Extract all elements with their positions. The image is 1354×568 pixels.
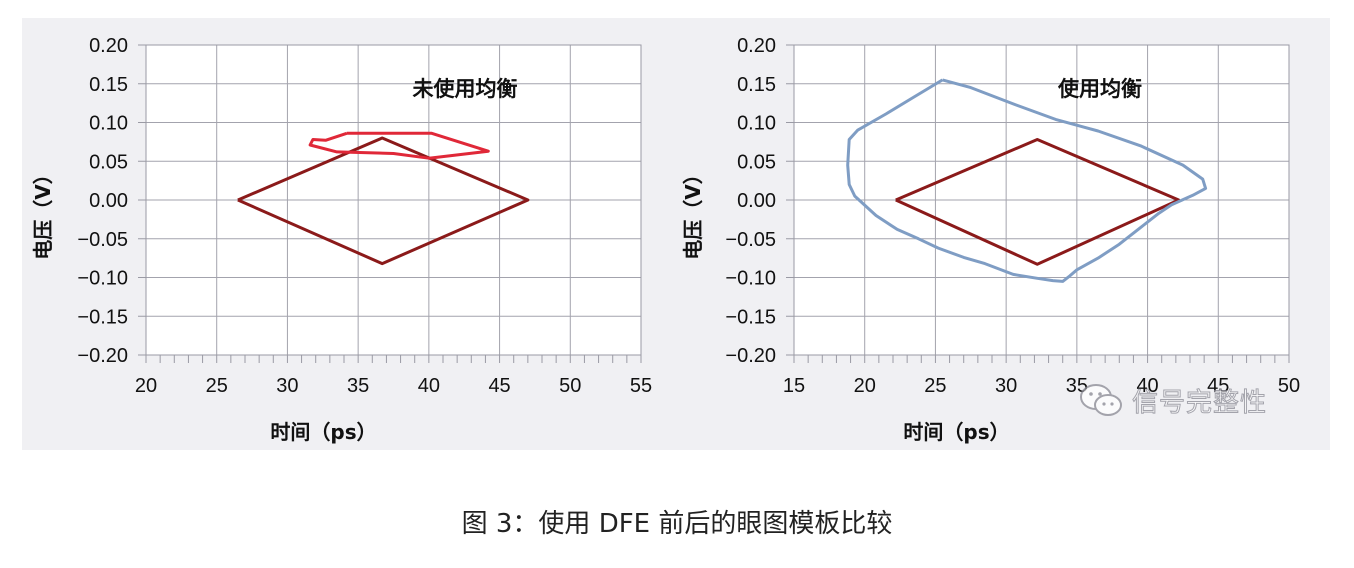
x-tick-label: 25: [206, 375, 228, 397]
eye-mask-series: [237, 136, 530, 266]
y-tick-label: −0.10: [77, 268, 128, 290]
watermark: 信号完整性: [1078, 378, 1308, 422]
y-tick-label: 0.20: [89, 35, 128, 57]
x-tick-label: 55: [630, 375, 652, 397]
wechat-icon: [1080, 384, 1122, 416]
y-tick-label: 0.05: [89, 151, 128, 173]
y-tick-label: −0.15: [77, 306, 128, 328]
y-tick-label: −0.20: [725, 345, 776, 367]
x-tick-label: 35: [347, 375, 369, 397]
x-tick-label: 45: [1207, 375, 1229, 397]
y-tick-label: 0.15: [89, 74, 128, 96]
x-tick-label: 50: [1278, 375, 1300, 397]
y-tick-label: 0.05: [737, 151, 776, 173]
y-tick-label: 0.00: [737, 190, 776, 212]
y-tick-label: 0.10: [737, 113, 776, 135]
x-tick-label: 45: [488, 375, 510, 397]
plot-frame: [145, 44, 642, 356]
figure-caption: 图 3：使用 DFE 前后的眼图模板比较: [461, 509, 893, 539]
chart-title: 使用均衡: [1057, 77, 1142, 101]
x-tick-label: 20: [135, 375, 157, 397]
eye-contour-series: [308, 131, 490, 160]
plot-frame: [793, 44, 1290, 356]
y-tick-label: −0.05: [77, 229, 128, 251]
x-tick-label: 30: [995, 375, 1017, 397]
y-tick-label: −0.20: [77, 345, 128, 367]
y-tick-label: 0.10: [89, 113, 128, 135]
y-tick-label: 0.00: [89, 190, 128, 212]
y-axis-title: 电压（V）: [31, 164, 55, 259]
y-tick-label: −0.10: [725, 268, 776, 290]
chart-title: 未使用均衡: [413, 77, 518, 101]
chart-no-equalization: 20 25 30 35 40 45 50 55 0.20 0.15 0.10 0.05 0.00 −0.0…: [31, 35, 652, 444]
y-tick-label: −0.05: [725, 229, 776, 251]
x-tick-label: 40: [418, 375, 440, 397]
x-tick-label: 15: [783, 375, 805, 397]
x-axis-title: 时间（ps）: [903, 420, 1009, 444]
chart-with-equalization: 15 20 25 30 35 40 45 500.200.150.100.050.00−0.0…: [681, 35, 1300, 444]
x-tick-label: 25: [924, 375, 946, 397]
x-tick-label: 40: [1136, 375, 1158, 397]
y-axis-title: 电压（V）: [681, 164, 705, 259]
x-tick-label: 20: [854, 375, 876, 397]
y-tick-label: 0.20: [737, 35, 776, 57]
x-tick-label: 50: [559, 375, 581, 397]
y-tick-label: −0.15: [725, 306, 776, 328]
eye-contour-series: [846, 78, 1208, 283]
y-tick-label: 0.15: [737, 74, 776, 96]
watermark-text: 信号完整性: [1131, 387, 1268, 418]
x-axis-title: 时间（ps）: [270, 420, 376, 444]
x-tick-label: 30: [276, 375, 298, 397]
